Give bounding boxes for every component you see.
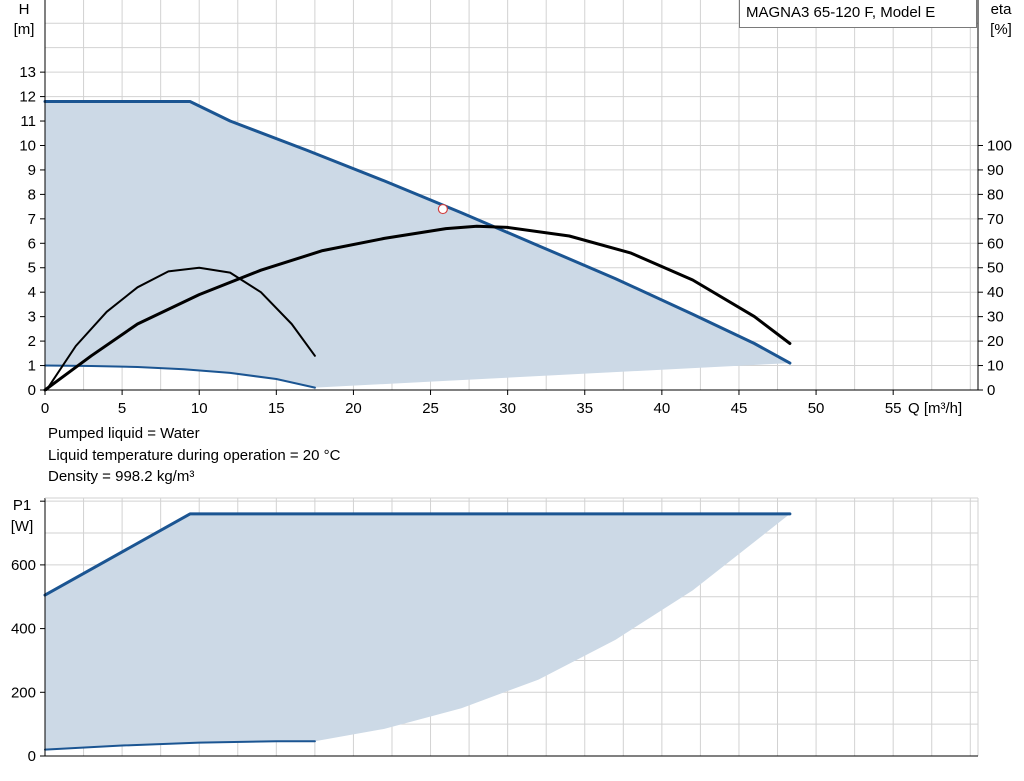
head-max-line bbox=[43, 100, 792, 365]
y-tick-label: 0 bbox=[28, 382, 36, 399]
pumped-liquid-text: Pumped liquid = Water bbox=[48, 425, 200, 442]
power-area-polygon bbox=[45, 513, 790, 750]
y2-tick-label: 60 bbox=[987, 235, 1004, 252]
model-label-box: MAGNA3 65-120 F, Model E bbox=[739, 0, 977, 28]
y-tick-label: 5 bbox=[28, 260, 36, 277]
y-tick-label: 2 bbox=[28, 333, 36, 350]
head-min-line bbox=[44, 364, 316, 389]
x-tick-label: 55 bbox=[885, 400, 902, 417]
power-chart: 0 200 400 600 P1 [W] bbox=[11, 497, 979, 765]
power-operating-area bbox=[45, 513, 790, 750]
x-tick-label: 45 bbox=[731, 400, 748, 417]
y-tick-label: 6 bbox=[28, 235, 36, 252]
y2-tick-label: 100 bbox=[987, 137, 1012, 154]
power-chart-axes bbox=[44, 497, 979, 757]
y-tick-label: 1 bbox=[28, 358, 36, 375]
y2-axis-unit-percent: [%] bbox=[990, 21, 1012, 38]
head-chart-curves bbox=[43, 100, 792, 392]
y-tick-label: 11 bbox=[20, 113, 36, 130]
x-tick-label: 30 bbox=[499, 400, 516, 417]
efficiency-max-line bbox=[43, 224, 792, 392]
head-operating-area bbox=[45, 101, 790, 388]
x-tick-label: 10 bbox=[191, 400, 208, 417]
y-axis-label-h: H bbox=[19, 1, 30, 18]
head-chart-ticks: 0 5 10 15 20 25 30 35 40 45 50 55012345678910111213… bbox=[19, 64, 1012, 417]
y-tick-label: 9 bbox=[28, 162, 36, 179]
y-tick-label: 13 bbox=[19, 64, 36, 81]
y2-tick-label: 40 bbox=[987, 284, 1004, 301]
y2-tick-label: 30 bbox=[987, 309, 1004, 326]
y-tick-label: 8 bbox=[28, 186, 36, 203]
x-tick-label: 0 bbox=[41, 400, 49, 417]
power-y-tick-label: 600 bbox=[11, 557, 36, 574]
y2-tick-label: 20 bbox=[987, 333, 1004, 350]
liquid-temperature-text: Liquid temperature during operation = 20… bbox=[48, 447, 341, 464]
x-tick-label: 25 bbox=[422, 400, 439, 417]
x-tick-label: 50 bbox=[808, 400, 825, 417]
power-y-tick-label: 400 bbox=[11, 621, 36, 638]
y2-tick-label: 50 bbox=[987, 260, 1004, 277]
y-tick-label: 4 bbox=[28, 284, 36, 301]
x-axis-label: Q [m³/h] bbox=[908, 400, 962, 417]
y-axis-unit-m: [m] bbox=[14, 21, 35, 38]
y2-axis-label-eta: eta bbox=[991, 1, 1013, 18]
power-chart-curves bbox=[43, 512, 792, 751]
head-efficiency-chart: 0 5 10 15 20 25 30 35 40 45 50 55012345678910111213… bbox=[14, 0, 1013, 417]
duty-point-marker bbox=[437, 203, 448, 215]
power-y-tick-label: 0 bbox=[28, 748, 36, 765]
y2-tick-label: 0 bbox=[987, 382, 995, 399]
x-tick-label: 40 bbox=[654, 400, 671, 417]
power-max-line bbox=[43, 512, 792, 597]
y2-tick-label: 90 bbox=[987, 162, 1004, 179]
y2-tick-label: 70 bbox=[987, 211, 1004, 228]
power-axis-label-p1: P1 bbox=[13, 497, 31, 514]
y2-tick-label: 80 bbox=[987, 186, 1004, 203]
x-tick-label: 15 bbox=[268, 400, 285, 417]
density-text: Density = 998.2 kg/m³ bbox=[48, 468, 195, 485]
y-tick-label: 10 bbox=[19, 137, 36, 154]
y-tick-label: 12 bbox=[19, 89, 36, 106]
power-min-line bbox=[44, 740, 316, 751]
x-tick-label: 20 bbox=[345, 400, 362, 417]
y-tick-label: 3 bbox=[28, 309, 36, 326]
y2-tick-label: 10 bbox=[987, 358, 1004, 375]
x-tick-label: 35 bbox=[576, 400, 593, 417]
power-y-tick-label: 200 bbox=[11, 684, 36, 701]
efficiency-min-line bbox=[45, 266, 316, 391]
x-tick-label: 5 bbox=[118, 400, 126, 417]
y-tick-label: 7 bbox=[28, 211, 36, 228]
power-axis-unit-w: [W] bbox=[11, 518, 34, 535]
power-chart-ticks: 0 200 400 600 bbox=[11, 500, 45, 765]
operating-area-polygon bbox=[45, 101, 790, 388]
head-chart-axes bbox=[44, 0, 979, 391]
